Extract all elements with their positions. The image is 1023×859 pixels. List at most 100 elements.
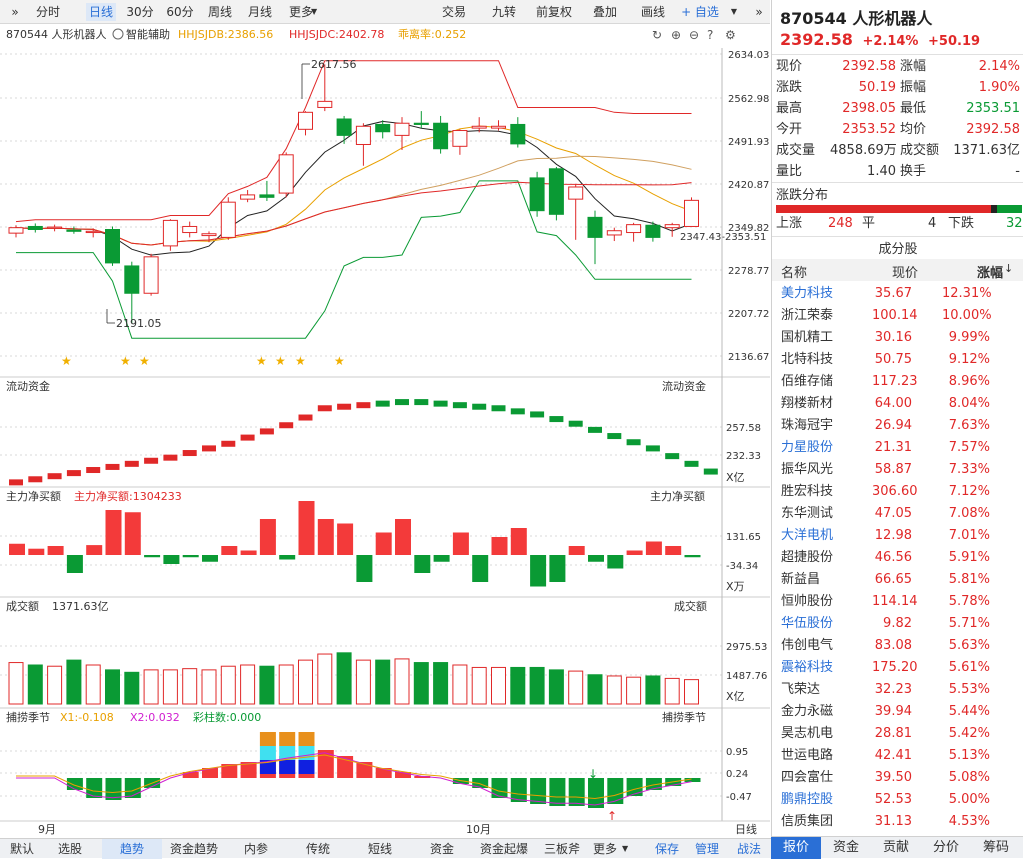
tab-pick[interactable]: 选股 [57,842,82,856]
flow-bar [684,460,699,467]
tab-price-dist[interactable]: 分价 [932,840,959,855]
period-60min[interactable]: 60分 [166,5,194,19]
stock-row[interactable]: 佰维存储 117.23 8.96% [781,374,990,389]
vol-bar [645,675,661,705]
tab-fund-trend[interactable]: 资金趋势 [169,842,218,856]
stock-row[interactable]: 昊志机电 28.81 5.42% [781,726,990,741]
stock-row[interactable]: 美力科技 35.67 12.31% [781,286,992,301]
period-more[interactable]: 更多 [288,5,313,19]
overlay-button[interactable]: 叠加 [592,5,617,19]
add-watchlist-button[interactable]: + 自选 [681,5,719,19]
sort-pct-header[interactable]: 涨幅 [977,266,1004,281]
assist-label[interactable]: 智能辅助 [126,27,170,41]
quote-row: 量比 1.40 换手 - [776,164,1020,179]
chart-area[interactable]: 870544 人形机器人 智能辅助 HHJSJDB:2386.56 HHJSJD… [0,24,770,838]
help-icon[interactable]: ? [707,28,713,42]
stock-row[interactable]: 恒帅股份 114.14 5.78% [781,594,990,609]
trade-button[interactable]: 交易 [441,5,466,19]
assist-toggle-icon[interactable] [112,28,124,40]
stock-row[interactable]: 力星股份 21.31 7.57% [781,440,990,455]
candle [471,117,487,133]
season-bar [472,778,489,788]
season-bar [568,778,585,806]
period-month[interactable]: 月线 [247,5,272,19]
quote-row: 涨跌 50.19 振幅 1.90% [776,80,1020,95]
tab-contribution[interactable]: 贡献 [882,840,909,855]
star-icon: ★ [295,354,306,368]
zoom-in-icon[interactable]: ⊕ [671,28,681,42]
stock-row[interactable]: 北特科技 50.75 9.12% [781,352,990,367]
tab-capital[interactable]: 资金 [832,840,859,855]
tab-classic[interactable]: 传统 [305,842,330,856]
net-bar [298,501,315,555]
stock-row[interactable]: 东华测试 47.05 7.08% [781,506,990,521]
down-arrow-icon: ↓ [588,767,598,781]
tab-three-axe[interactable]: 三板斧 [543,842,580,856]
stock-row[interactable]: 华伍股份 9.82 5.71% [781,616,990,631]
tab-fund[interactable]: 资金 [429,842,454,856]
stock-row[interactable]: 浙江荣泰 100.14 10.00% [781,308,992,323]
stock-row[interactable]: 翔楼新材 64.00 8.04% [781,396,990,411]
watchlist-dropdown-icon[interactable]: ▼ [730,7,738,16]
season-bar [124,778,141,798]
refresh-icon[interactable]: ↻ [652,28,662,42]
panel-price: 2392.58 +2.14% +50.19 [780,30,981,49]
flow-bar [433,400,448,407]
zoom-out-icon[interactable]: ⊖ [689,28,699,42]
vol-bar [182,668,198,705]
draw-button[interactable]: 画线 [640,5,665,19]
tab-trend[interactable]: 趋势 [102,839,162,859]
nine-turn-button[interactable]: 九转 [491,5,516,19]
tab-chips[interactable]: 筹码 [982,840,1009,855]
adjust-button[interactable]: 前复权 [535,5,572,19]
save-button[interactable]: 保存 [654,842,679,856]
net-bar [105,510,122,555]
stock-row[interactable]: 鹏鼎控股 52.53 5.00% [781,792,990,807]
candle [47,224,63,232]
tab-short[interactable]: 短线 [367,842,392,856]
price-axis-label: 2207.72 [728,309,769,320]
tab-more[interactable]: 更多 [592,842,617,856]
period-minute[interactable]: 分时 [35,5,60,19]
season-bar [105,778,122,800]
tab-insider[interactable]: 内参 [243,842,268,856]
net-bar [9,543,25,555]
stock-row[interactable]: 震裕科技 175.20 5.61% [781,660,990,675]
stock-row[interactable]: 新益昌 66.65 5.81% [781,572,990,587]
stock-row[interactable]: 世运电路 42.41 5.13% [781,748,990,763]
period-week[interactable]: 周线 [207,5,232,19]
stock-row[interactable]: 金力永磁 39.94 5.44% [781,704,990,719]
tab-default[interactable]: 默认 [9,842,34,856]
settings-icon[interactable]: ⚙ [725,28,736,42]
strategy-button[interactable]: 战法 [736,842,761,856]
dist-title: 涨跌分布 [776,188,829,203]
stock-row[interactable]: 国机精工 30.16 9.99% [781,330,990,345]
tab-burst[interactable]: 资金起爆 [479,842,528,856]
vol-bar [143,669,159,705]
kline-chart[interactable]: 870544 人形机器人 智能辅助 HHJSJDB:2386.56 HHJSJD… [0,24,770,838]
flow-bar [568,420,583,427]
manage-button[interactable]: 管理 [694,842,719,856]
net-bar [279,555,296,560]
expand-icon[interactable]: » [755,5,763,19]
candle [587,210,603,265]
quote-panel: 870544 人形机器人 2392.58 +2.14% +50.19 现价 23… [771,0,1023,838]
season-title: 捕捞季节 [6,710,50,724]
tab-quote[interactable]: 报价 [771,837,821,859]
stock-row[interactable]: 信质集团 31.13 4.53% [781,814,990,829]
stock-row[interactable]: 珠海冠宇 26.94 7.63% [781,418,990,433]
vol-bar [105,669,120,705]
vol-bar [375,659,391,705]
period-30min[interactable]: 30分 [126,5,154,19]
flow-bar [510,408,525,415]
stock-row[interactable]: 伟创电气 83.08 5.63% [781,638,990,653]
stock-row[interactable]: 振华风光 58.87 7.33% [781,462,990,477]
flow-axis: 232.33 [726,451,761,462]
stock-row[interactable]: 超捷股份 46.56 5.91% [781,550,990,565]
collapse-left-icon[interactable]: » [11,5,19,19]
stock-row[interactable]: 飞荣达 32.23 5.53% [781,682,990,697]
stock-row[interactable]: 大洋电机 12.98 7.01% [781,528,990,543]
stock-row[interactable]: 胜宏科技 306.60 7.12% [781,484,990,499]
stock-row[interactable]: 四会富仕 39.50 5.08% [781,770,990,785]
period-day[interactable]: 日线 [86,3,116,21]
